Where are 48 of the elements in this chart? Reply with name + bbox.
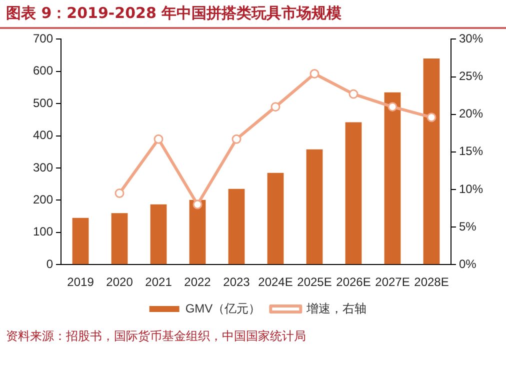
x-tick-label: 2025E — [297, 275, 332, 290]
x-tick-label: 2027E — [375, 275, 410, 290]
x-tick-label: 2022 — [184, 275, 212, 290]
y2-tick-label: 0% — [458, 256, 477, 271]
y-tick-label: 500 — [32, 96, 54, 110]
legend-label: 增速，右轴 — [306, 301, 367, 316]
y2-tick-label: 15% — [458, 144, 484, 158]
y2-tick-label: 20% — [458, 106, 484, 121]
y2-tick-label: 25% — [458, 69, 484, 84]
point — [348, 89, 358, 99]
y-tick-label: 600 — [32, 64, 54, 78]
y2-tick-label: 30% — [458, 32, 484, 46]
y-tick-label: 200 — [32, 192, 54, 207]
point — [232, 134, 242, 144]
x-tick-label: 2028E — [414, 275, 449, 290]
y-tick-label: 100 — [32, 224, 54, 239]
bar — [345, 122, 362, 264]
point — [388, 102, 398, 112]
bar — [423, 58, 440, 264]
bar — [72, 218, 89, 264]
x-tick-label: 2019 — [67, 275, 94, 290]
x-tick-label: 2024E — [258, 275, 293, 290]
point — [114, 188, 124, 198]
y2-tick-label: 5% — [458, 219, 477, 234]
bar — [228, 188, 245, 264]
x-tick-label: 2023 — [223, 275, 250, 290]
point — [154, 134, 164, 144]
point — [310, 69, 320, 79]
y-tick-label: 400 — [32, 128, 54, 142]
point — [192, 200, 202, 210]
bar — [189, 200, 206, 264]
text: 资料来源：招股书，国际货币基金组织，中国国家统计局 — [5, 328, 307, 345]
y-tick-label: 0 — [46, 256, 54, 271]
chart-title: 图表 9：2019-2028 年中国拼搭类玩具市场规模 — [0, 0, 506, 29]
point — [426, 112, 436, 122]
bar — [306, 149, 323, 264]
bar — [111, 213, 128, 264]
point — [270, 102, 280, 112]
x-tick-label: 2021 — [145, 275, 172, 290]
bar — [384, 92, 401, 264]
legend-label: GMV（亿元） — [185, 301, 261, 316]
bar — [150, 204, 167, 264]
x-tick-label: 2026E — [336, 275, 371, 290]
x-tick-label: 2020 — [106, 275, 134, 290]
y2-tick-label: 10% — [458, 182, 484, 196]
bar — [267, 172, 284, 264]
y-tick-label: 300 — [32, 160, 54, 174]
y-tick-label: 700 — [32, 32, 54, 46]
